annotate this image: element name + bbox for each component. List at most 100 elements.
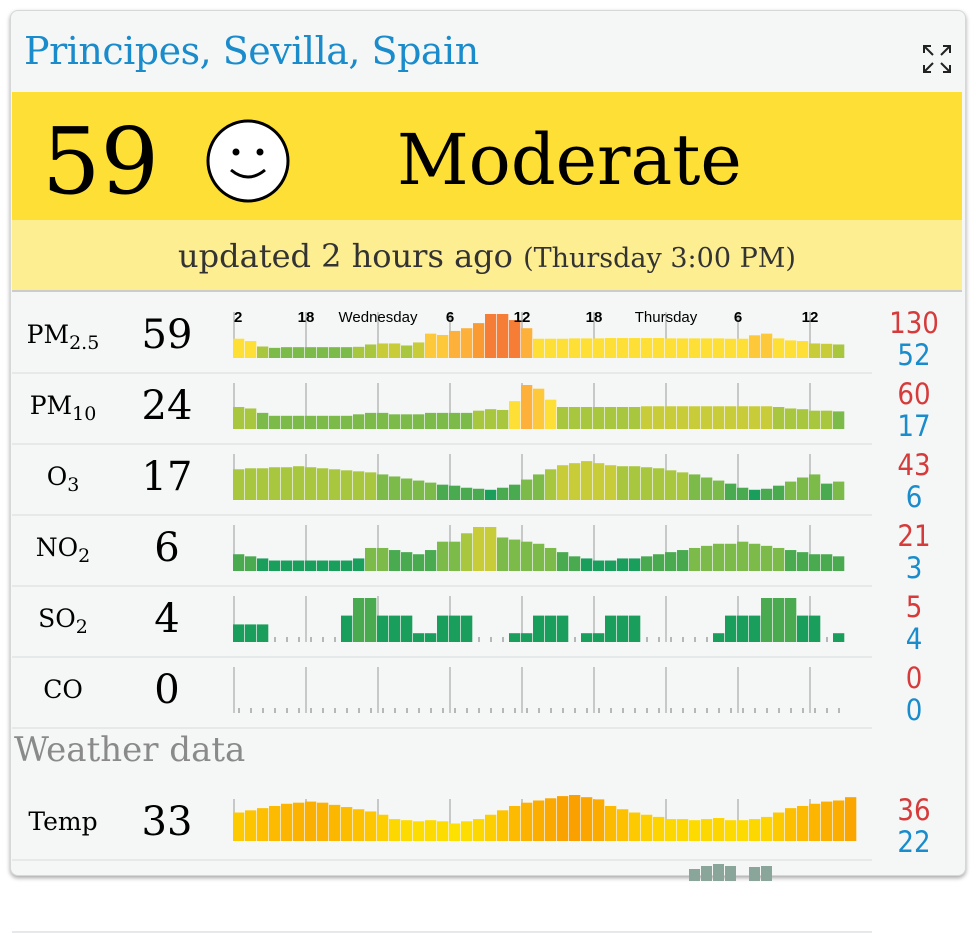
pollutant-row[interactable]: CO 0 0 0 <box>12 657 922 729</box>
expand-icon[interactable] <box>921 43 953 75</box>
chart-bar <box>341 615 353 642</box>
chart-bar <box>749 335 761 358</box>
min-value: 4 <box>905 622 923 656</box>
max-value: 60 <box>897 377 931 411</box>
chart-bar <box>473 488 485 500</box>
chart-bar <box>341 807 353 841</box>
chart-bar <box>821 554 833 571</box>
chart-bar <box>425 412 437 429</box>
chart-bar <box>389 550 401 571</box>
chart-bar <box>305 467 317 500</box>
chart-bar <box>725 338 737 358</box>
chart-bar <box>677 406 689 429</box>
pollutant-chart <box>233 454 845 500</box>
chart-bar <box>773 485 785 500</box>
chart-bar <box>449 823 461 841</box>
chart-bar <box>257 808 269 841</box>
chart-bar <box>341 347 353 358</box>
chart-bar <box>353 809 365 841</box>
pollutant-row[interactable]: PM2.5 59 130 52 2 18 Wednesday 6 12 18 Thursday… <box>12 302 939 374</box>
chart-bar <box>341 415 353 429</box>
chart-bar <box>353 558 365 571</box>
chart-bar <box>401 414 413 429</box>
chart-bar <box>365 412 377 429</box>
chart-bar <box>773 812 785 841</box>
chart-bar <box>257 412 269 429</box>
smiley-icon <box>206 119 290 203</box>
pollutant-row[interactable]: NO2 6 21 3 <box>12 515 931 587</box>
weather-current-value: 33 <box>141 799 193 845</box>
axis-label: 6 <box>734 309 742 326</box>
chart-bar <box>689 547 701 571</box>
chart-bar <box>593 407 605 429</box>
chart-bar <box>761 333 773 358</box>
chart-bar <box>461 328 473 358</box>
axis-label: Thursday <box>635 309 698 326</box>
chart-bar <box>533 543 545 571</box>
chart-bar <box>629 338 641 358</box>
pollutant-name: PM2.5 <box>26 320 100 354</box>
pollutant-name: SO2 <box>38 604 88 638</box>
chart-bar <box>713 633 725 642</box>
weather-chart-partial <box>689 864 772 881</box>
chart-bar <box>317 560 329 571</box>
chart-bar <box>641 338 653 358</box>
chart-bar <box>293 415 305 429</box>
chart-bar <box>485 527 497 571</box>
chart-bar <box>425 633 437 642</box>
chart-bar <box>509 401 521 429</box>
chart-bar <box>725 615 737 642</box>
chart-bar <box>749 543 761 571</box>
chart-bar <box>413 821 425 841</box>
chart-bar <box>617 809 629 841</box>
chart-bar <box>449 412 461 429</box>
chart-bar <box>773 407 785 429</box>
chart-bar <box>425 333 437 358</box>
pollutant-current-value: 59 <box>141 312 193 358</box>
pollutant-row[interactable]: PM10 24 60 17 <box>12 373 931 445</box>
chart-bar <box>569 407 581 429</box>
chart-bar <box>845 797 857 841</box>
chart-bar <box>605 338 617 358</box>
chart-bar <box>581 338 593 358</box>
chart-bar <box>689 820 701 841</box>
pollutant-row[interactable]: O3 17 43 6 <box>12 444 931 516</box>
chart-bar <box>509 539 521 571</box>
weather-row[interactable]: Temp 33 36 22 <box>12 789 931 861</box>
chart-bar <box>473 410 485 429</box>
pollutant-chart: 2 18 Wednesday 6 12 18 Thursday 6 12 <box>233 309 845 358</box>
chart-bar <box>557 407 569 429</box>
city-title[interactable]: Principes, Sevilla, Spain <box>24 29 479 73</box>
chart-bar <box>737 406 749 429</box>
pollutant-row[interactable]: SO2 4 5 4 <box>12 586 922 658</box>
chart-bar <box>809 343 821 358</box>
chart-bar <box>665 819 677 841</box>
chart-bar <box>305 347 317 358</box>
chart-bar <box>581 633 593 642</box>
chart-bar <box>665 470 677 500</box>
weather-row-partial <box>12 861 872 933</box>
chart-bar <box>653 816 665 841</box>
chart-bar <box>485 489 497 500</box>
chart-bar <box>353 598 365 642</box>
min-value: 17 <box>897 409 931 443</box>
chart-bar <box>329 415 341 429</box>
chart-bar <box>401 615 413 642</box>
chart-bar <box>713 406 725 429</box>
chart-bar <box>449 541 461 571</box>
chart-bar <box>389 343 401 358</box>
chart-bar <box>305 560 317 571</box>
chart-bar <box>617 558 629 571</box>
chart-bar <box>833 481 845 500</box>
axis-label: 12 <box>802 309 819 326</box>
chart-bar <box>773 547 785 571</box>
chart-bar <box>377 814 389 841</box>
chart-bar <box>245 468 257 500</box>
weather-heading: Weather data <box>14 730 246 770</box>
chart-bar <box>521 479 533 500</box>
chart-bar <box>269 415 281 429</box>
chart-bar <box>425 550 437 571</box>
chart-bar <box>365 344 377 358</box>
chart-bar <box>689 474 701 500</box>
pollutant-current-value: 6 <box>154 525 180 571</box>
